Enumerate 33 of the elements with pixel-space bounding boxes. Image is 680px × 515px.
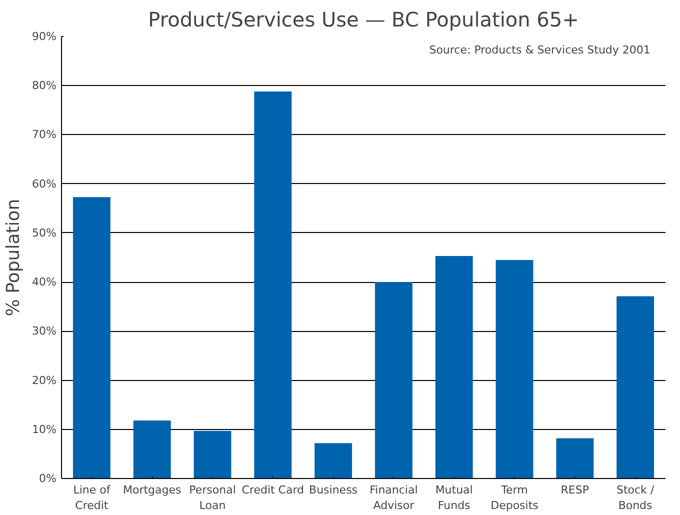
y-tick-label: 0% (39, 472, 56, 485)
y-tick-label: 10% (32, 422, 57, 436)
x-tick-label: Financial Advisor (370, 484, 418, 512)
x-tick-label: Term Deposits (490, 484, 539, 512)
y-tick-label: 30% (32, 324, 57, 338)
y-axis-title: % Population (3, 198, 24, 316)
bar (435, 256, 473, 478)
bar (556, 438, 594, 478)
annotation: Source: Products & Services Study 2001 (429, 43, 650, 56)
bar (254, 92, 292, 478)
x-tick-label: Personal Loan (189, 484, 236, 512)
bar (314, 443, 352, 478)
bar (133, 420, 171, 478)
bar (616, 296, 654, 478)
bar (194, 430, 232, 478)
y-tick-label: 80% (32, 79, 57, 92)
bar (374, 282, 412, 478)
y-tick-label: 20% (32, 374, 57, 387)
x-tick-label: Line of Credit (73, 484, 112, 512)
x-tick-label: RESP (560, 484, 590, 496)
x-tick-label: Business (309, 484, 358, 496)
x-tick-label: Stock / Bonds (616, 484, 654, 512)
chart-title: Product/Services Use — BC Population 65+ (148, 8, 579, 32)
y-tick-label: 70% (32, 128, 57, 142)
y-tick-label: 60% (32, 177, 57, 190)
y-tick-label: 90% (32, 30, 57, 43)
x-tick-label: Credit Card (242, 484, 304, 496)
x-tick-label: Mutual Funds (435, 484, 473, 512)
bar (496, 260, 534, 478)
y-tick-label: 40% (32, 276, 57, 289)
y-tick-label: 50% (32, 226, 57, 240)
x-tick-label: Mortgages (122, 484, 182, 496)
bar (72, 197, 110, 478)
